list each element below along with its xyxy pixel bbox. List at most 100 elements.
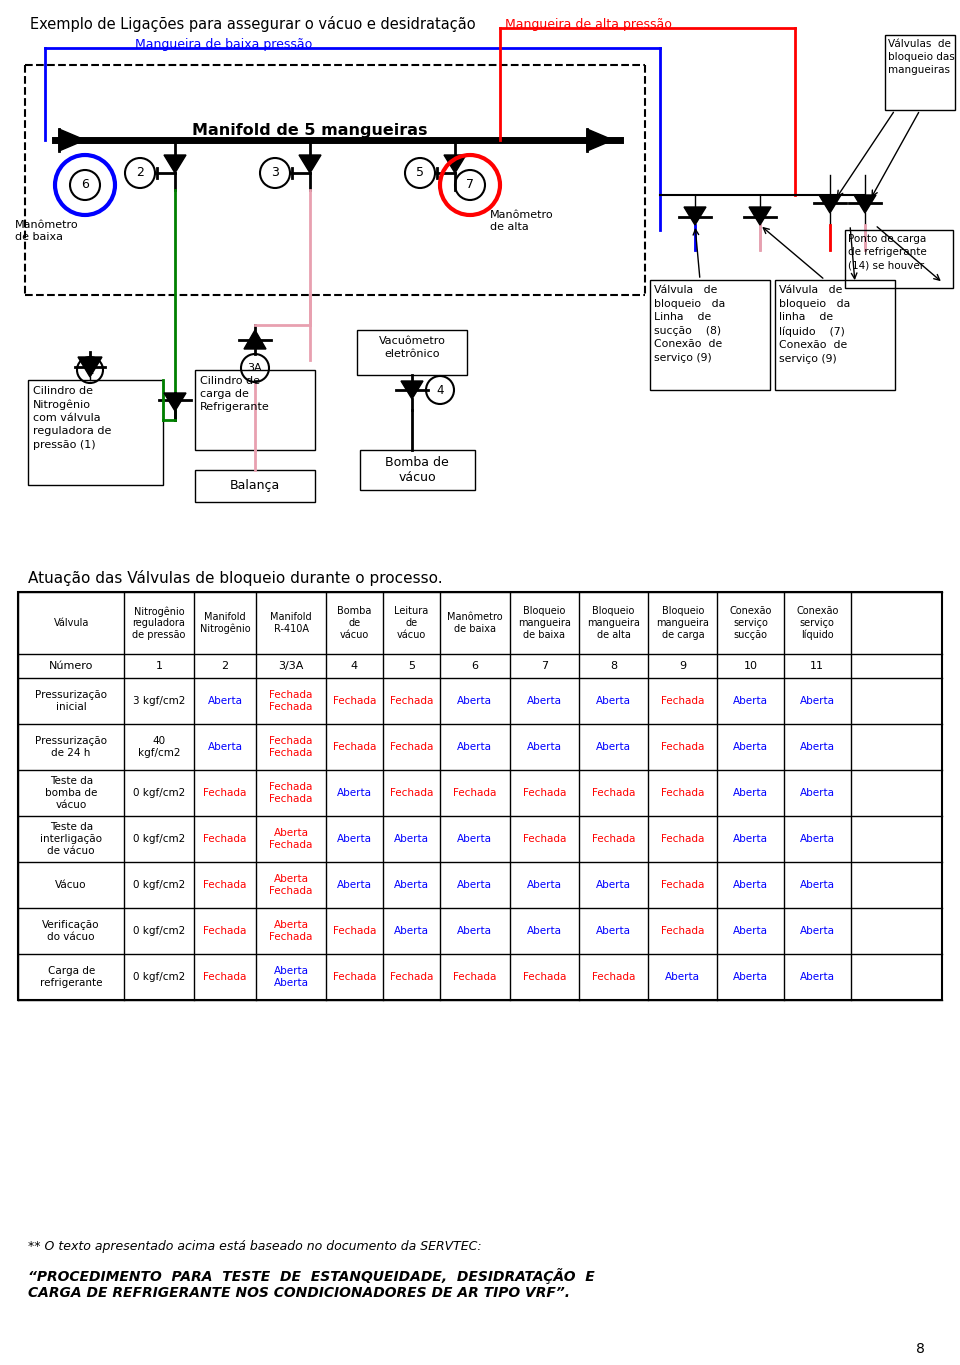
Text: Fechada: Fechada — [591, 972, 636, 981]
Text: 8: 8 — [916, 1342, 924, 1355]
Text: Bloqueio
mangueira
de carga: Bloqueio mangueira de carga — [657, 606, 709, 640]
Text: Vacuômetro
eletrônico: Vacuômetro eletrônico — [378, 336, 445, 359]
Text: Aberta: Aberta — [527, 696, 562, 706]
Text: Bloqueio
mangueira
de baixa: Bloqueio mangueira de baixa — [517, 606, 570, 640]
Text: Fechada
Fechada: Fechada Fechada — [270, 691, 313, 711]
Text: Fechada: Fechada — [661, 880, 705, 890]
Text: Aberta: Aberta — [733, 834, 768, 844]
Bar — [885, 35, 955, 111]
Text: Aberta: Aberta — [733, 925, 768, 936]
Text: Aberta: Aberta — [800, 925, 835, 936]
Polygon shape — [684, 207, 706, 225]
Text: 8: 8 — [610, 661, 617, 672]
Bar — [195, 470, 315, 502]
Text: Aberta
Fechada: Aberta Fechada — [270, 829, 313, 850]
Text: Nitrogênio
reguladora
de pressão: Nitrogênio reguladora de pressão — [132, 606, 185, 640]
Text: 2: 2 — [136, 167, 144, 180]
Text: Fechada: Fechada — [390, 743, 433, 752]
Text: 0 kgf/cm2: 0 kgf/cm2 — [132, 880, 185, 890]
Text: Fechada: Fechada — [333, 743, 376, 752]
Text: Aberta: Aberta — [596, 880, 631, 890]
Text: 7: 7 — [540, 661, 548, 672]
Text: Cilindro de
carga de
Refrigerante: Cilindro de carga de Refrigerante — [200, 375, 270, 412]
Text: Bomba
de
vácuo: Bomba de vácuo — [337, 606, 372, 640]
Text: Fechada: Fechada — [661, 925, 705, 936]
Text: Mangueira de alta pressão: Mangueira de alta pressão — [505, 18, 672, 31]
Polygon shape — [444, 156, 466, 173]
Text: Número: Número — [49, 661, 93, 672]
Text: Aberta: Aberta — [733, 696, 768, 706]
Text: Aberta: Aberta — [395, 925, 429, 936]
Text: Bomba de
vácuo: Bomba de vácuo — [385, 456, 449, 485]
Text: Fechada: Fechada — [661, 788, 705, 799]
Text: 7: 7 — [466, 179, 474, 191]
Text: Aberta: Aberta — [800, 972, 835, 981]
Text: Fechada: Fechada — [522, 788, 565, 799]
Text: Aberta: Aberta — [733, 880, 768, 890]
Polygon shape — [59, 130, 85, 152]
Text: Leitura
de
vácuo: Leitura de vácuo — [395, 606, 429, 640]
Text: Mangueira de baixa pressão: Mangueira de baixa pressão — [135, 38, 312, 51]
Text: 11: 11 — [810, 661, 825, 672]
Text: Aberta: Aberta — [800, 743, 835, 752]
Text: Fechada: Fechada — [390, 696, 433, 706]
Text: 4: 4 — [436, 384, 444, 396]
Text: Teste da
bomba de
vácuo: Teste da bomba de vácuo — [45, 777, 97, 809]
Text: 3 kgf/cm2: 3 kgf/cm2 — [132, 696, 185, 706]
Text: Fechada: Fechada — [591, 788, 636, 799]
Polygon shape — [749, 207, 771, 225]
Text: 40
kgf/cm2: 40 kgf/cm2 — [137, 736, 180, 758]
Text: Aberta: Aberta — [337, 834, 372, 844]
Text: Aberta: Aberta — [457, 743, 492, 752]
Text: Aberta: Aberta — [527, 743, 562, 752]
Text: ** O texto apresentado acima está baseado no documento da SERVTEC:: ** O texto apresentado acima está basead… — [28, 1239, 482, 1253]
Bar — [195, 370, 315, 450]
Text: Aberta: Aberta — [337, 788, 372, 799]
Text: Manômetro
de baixa: Manômetro de baixa — [15, 220, 79, 242]
Text: Bloqueio
mangueira
de alta: Bloqueio mangueira de alta — [588, 606, 640, 640]
Text: Manifold de 5 mangueiras: Manifold de 5 mangueiras — [192, 123, 428, 138]
Text: Fechada: Fechada — [661, 743, 705, 752]
Text: Válvula: Válvula — [54, 618, 89, 628]
Text: Fechada: Fechada — [453, 788, 496, 799]
Polygon shape — [164, 156, 186, 173]
Text: Aberta
Fechada: Aberta Fechada — [270, 874, 313, 895]
Text: Teste da
interligação
de vácuo: Teste da interligação de vácuo — [40, 822, 102, 856]
Text: Aberta: Aberta — [596, 696, 631, 706]
Text: Conexão
serviço
sucção: Conexão serviço sucção — [730, 606, 772, 640]
Text: Manômetro
de baixa: Manômetro de baixa — [447, 612, 503, 633]
Text: Fechada: Fechada — [204, 972, 247, 981]
Text: Aberta: Aberta — [800, 788, 835, 799]
Text: Fechada: Fechada — [204, 925, 247, 936]
Text: Fechada: Fechada — [333, 925, 376, 936]
Text: Aberta: Aberta — [207, 696, 243, 706]
Text: Aberta: Aberta — [457, 696, 492, 706]
Text: Aberta: Aberta — [800, 834, 835, 844]
Text: Fechada: Fechada — [522, 834, 565, 844]
Polygon shape — [78, 358, 102, 377]
Text: Vácuo: Vácuo — [56, 880, 86, 890]
Text: Verificação
do vácuo: Verificação do vácuo — [42, 920, 100, 942]
Text: Fechada
Fechada: Fechada Fechada — [270, 736, 313, 758]
Text: Fechada: Fechada — [390, 972, 433, 981]
Text: Fechada
Fechada: Fechada Fechada — [270, 782, 313, 804]
Text: Aberta: Aberta — [665, 972, 700, 981]
Text: 0 kgf/cm2: 0 kgf/cm2 — [132, 834, 185, 844]
Text: Manifold
R-410A: Manifold R-410A — [270, 612, 312, 633]
Bar — [775, 280, 895, 390]
Text: 6: 6 — [471, 661, 478, 672]
Text: Aberta: Aberta — [395, 880, 429, 890]
Text: Aberta: Aberta — [596, 743, 631, 752]
Text: Conexão
serviço
líquido: Conexão serviço líquido — [796, 606, 838, 640]
Polygon shape — [819, 195, 841, 213]
Text: Aberta: Aberta — [457, 834, 492, 844]
Text: 5: 5 — [416, 167, 424, 180]
Text: 3A: 3A — [248, 363, 262, 373]
Bar — [360, 450, 475, 490]
Text: 10: 10 — [744, 661, 757, 672]
Text: Pressurização
inicial: Pressurização inicial — [36, 691, 108, 711]
Text: Aberta: Aberta — [733, 972, 768, 981]
Text: Aberta: Aberta — [733, 788, 768, 799]
Text: “PROCEDIMENTO  PARA  TESTE  DE  ESTANQUEIDADE,  DESIDRATAÇÃO  E
CARGA DE REFRIGE: “PROCEDIMENTO PARA TESTE DE ESTANQUEIDAD… — [28, 1268, 595, 1301]
Text: 9: 9 — [680, 661, 686, 672]
